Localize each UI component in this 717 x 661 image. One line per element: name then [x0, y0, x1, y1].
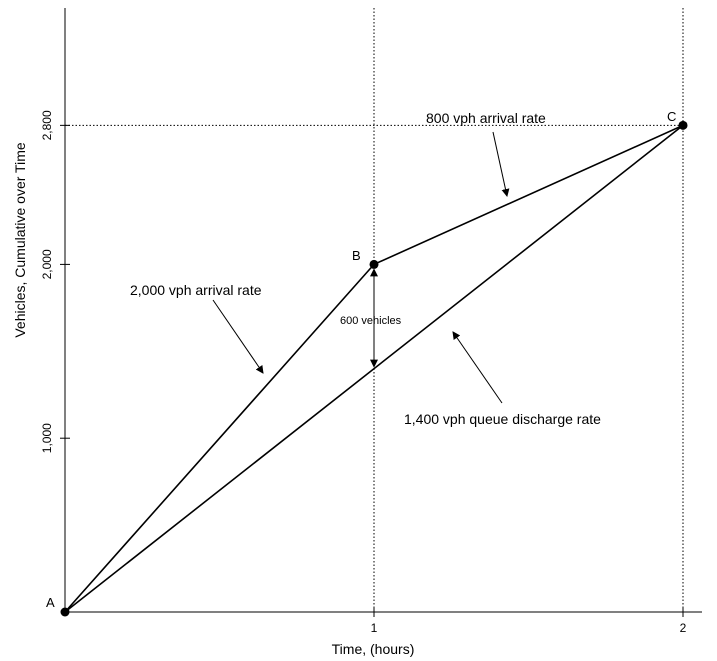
- point-b-marker: [369, 259, 379, 269]
- arrival-rate-1-label: 2,000 vph arrival rate: [130, 282, 262, 298]
- discharge-rate-label: 1,400 vph queue discharge rate: [404, 411, 601, 427]
- queue-length-label: 600 vehicles: [340, 315, 402, 327]
- arrival-rate-1-pointer-arrow: [212, 299, 264, 374]
- discharge-rate-pointer-arrow: [452, 331, 503, 404]
- point-c-label: C: [667, 109, 676, 124]
- x-tick-label-2: 2: [680, 621, 687, 635]
- x-tick-label-1: 1: [371, 621, 378, 635]
- point-a-marker: [60, 607, 70, 617]
- point-a-label: A: [46, 595, 55, 610]
- y-axis-title: Vehicles, Cumulative over Time: [12, 142, 28, 338]
- discharge-curve-line: [64, 124, 684, 613]
- arrival-rate-2-pointer-arrow: [492, 131, 510, 197]
- point-b-label: B: [352, 248, 361, 263]
- y-tick-label-1000: 1,000: [40, 423, 54, 453]
- point-c-marker: [678, 120, 688, 130]
- x-axis-title: Time, (hours): [332, 641, 415, 657]
- y-tick-label-2800: 2,800: [40, 110, 54, 140]
- arrival-rate-2-label: 800 vph arrival rate: [426, 110, 546, 126]
- y-tick-label-2000: 2,000: [40, 249, 54, 279]
